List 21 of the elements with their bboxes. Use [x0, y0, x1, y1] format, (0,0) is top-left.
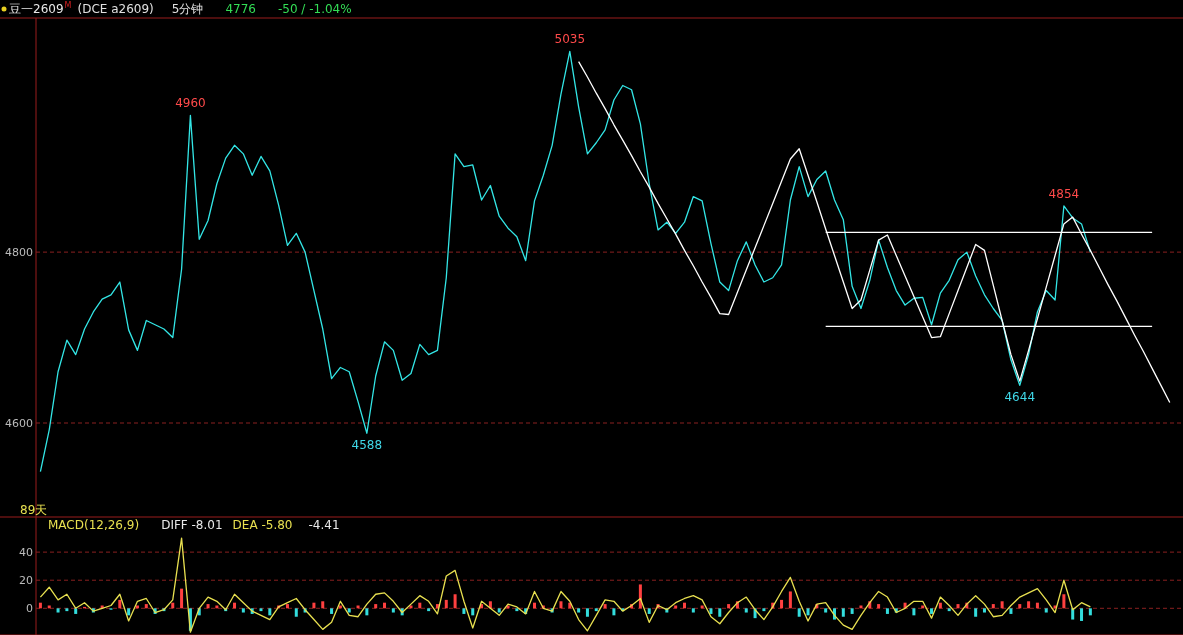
annotation: DEA -5.80: [232, 518, 293, 532]
annotation: DIFF -8.01: [161, 518, 223, 532]
title: 豆一2609: [9, 2, 64, 16]
ytick: 4800: [5, 246, 33, 260]
value-label: 4960: [175, 96, 206, 111]
annotation: 5分钟: [171, 2, 204, 16]
annotation: MACD(12,26,9): [48, 518, 140, 532]
ytick: 40: [19, 546, 33, 560]
ytick: 4600: [5, 417, 33, 430]
value-label: 4644: [1004, 390, 1036, 405]
value-label: 4588: [351, 438, 383, 453]
ytick: 0: [26, 602, 33, 616]
annotation: 4776: [225, 2, 256, 16]
annotation: M: [64, 1, 72, 10]
value-label: 5035: [554, 32, 586, 47]
annotation: 89天: [20, 503, 48, 517]
annotation: (DCE a2609): [77, 2, 154, 16]
value-label: 4854: [1048, 187, 1080, 201]
annotation: -4.41: [308, 518, 340, 532]
annotation: -50 / -1.04%: [277, 2, 352, 16]
ytick: 20: [19, 574, 33, 588]
